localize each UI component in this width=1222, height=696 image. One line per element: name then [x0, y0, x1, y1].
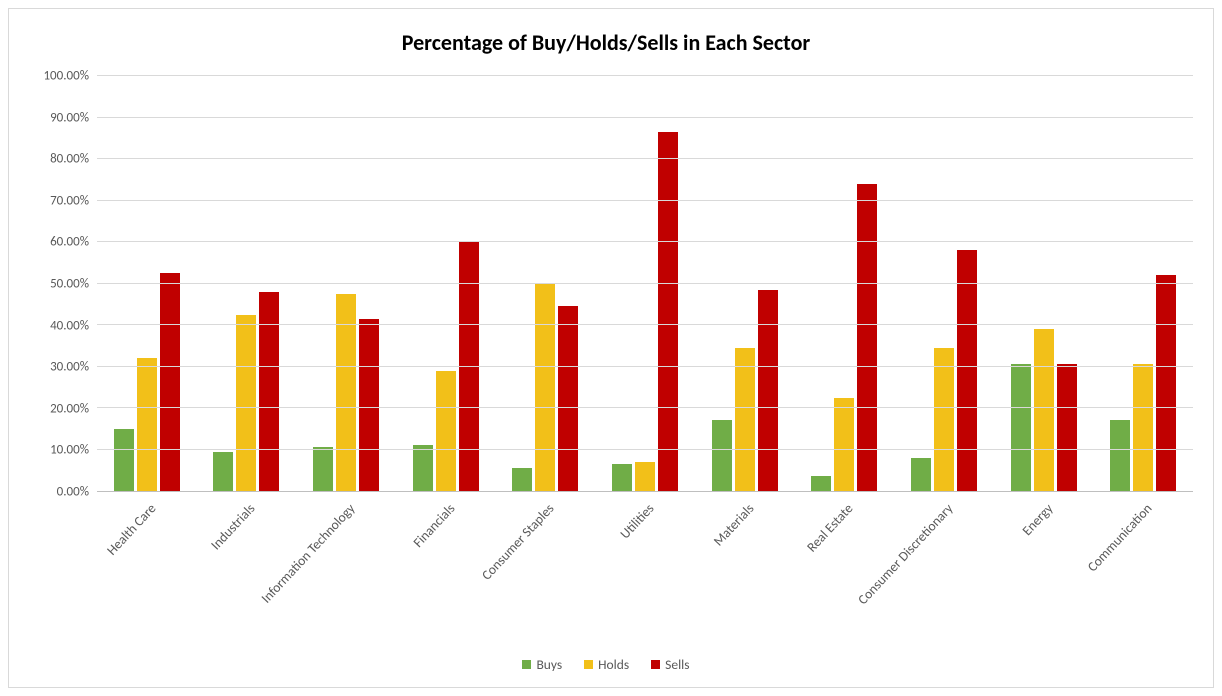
chart-container: Percentage of Buy/Holds/Sells in Each Se…: [8, 8, 1214, 688]
y-axis: 0.00%10.00%20.00%30.00%40.00%50.00%60.00…: [19, 76, 97, 492]
bar-group: [197, 76, 297, 491]
bar-group: [794, 76, 894, 491]
x-tick-label: Energy: [1018, 500, 1056, 539]
bar: [558, 306, 578, 491]
plot-wrap: 0.00% 10.00% 20.00% 30.00% 40.00% 50.00% 60.00…: [19, 76, 1193, 677]
chart-title: Percentage of Buy/Holds/Sells in Each Se…: [19, 29, 1193, 56]
bar-group: [97, 76, 197, 491]
bar-group: [994, 76, 1094, 491]
bar: [1034, 329, 1054, 491]
bar: [911, 458, 931, 491]
y-tick-label: 80.00%: [50, 152, 89, 167]
bar: [834, 398, 854, 491]
x-tick: Information Technology: [296, 492, 396, 652]
legend-label: Sells: [665, 656, 689, 673]
bar: [436, 371, 456, 491]
bar: [160, 273, 180, 491]
legend-swatch: [522, 660, 531, 669]
bar: [1110, 420, 1130, 491]
bars-layer: [97, 76, 1193, 491]
y-tick-label: 0.00%: [57, 485, 89, 500]
legend-label: Holds: [598, 656, 629, 673]
bar-group: [396, 76, 496, 491]
x-tick-label: Industrials: [208, 500, 259, 553]
bar: [857, 184, 877, 491]
gridline: [97, 200, 1193, 201]
gridline: [97, 75, 1193, 76]
gridline: [97, 158, 1193, 159]
bar-group: [695, 76, 795, 491]
gridline: [97, 324, 1193, 325]
x-tick: Utilities: [595, 492, 695, 652]
x-tick-label: Health Care: [103, 500, 159, 559]
bar: [413, 445, 433, 491]
legend-swatch: [584, 660, 593, 669]
bar: [259, 292, 279, 491]
gridline: [97, 283, 1193, 284]
bar: [934, 348, 954, 491]
gridline: [97, 117, 1193, 118]
x-tick-label: Financials: [409, 500, 458, 551]
x-tick-label: Materials: [709, 500, 757, 549]
gridline: [97, 241, 1193, 242]
y-tick-label: 50.00%: [50, 277, 89, 292]
y-tick-label: 70.00%: [50, 193, 89, 208]
legend-item: Holds: [584, 656, 629, 673]
bar-group: [1093, 76, 1193, 491]
x-tick-label: Real Estate: [803, 500, 856, 555]
bar: [459, 242, 479, 491]
x-tick: Materials: [695, 492, 795, 652]
legend-item: Buys: [522, 656, 562, 673]
bar-group: [296, 76, 396, 491]
bar: [1011, 364, 1031, 491]
gridline: [97, 407, 1193, 408]
bar: [512, 468, 532, 491]
y-tick-label: 30.00%: [50, 360, 89, 375]
y-tick-label: 90.00%: [50, 110, 89, 125]
gridline: [97, 449, 1193, 450]
bar: [535, 284, 555, 492]
bar: [758, 290, 778, 491]
y-tick-label: 20.00%: [50, 401, 89, 416]
plot-area: [97, 76, 1193, 492]
y-tick-label: 40.00%: [50, 318, 89, 333]
bar: [236, 315, 256, 491]
bar-group: [894, 76, 994, 491]
bar: [735, 348, 755, 491]
bar: [1057, 364, 1077, 491]
bar: [1156, 275, 1176, 491]
bar: [313, 447, 333, 491]
bar: [612, 464, 632, 491]
x-axis: Health Care Industrials Information Techno…: [97, 492, 1193, 652]
bar: [712, 420, 732, 491]
bar: [213, 452, 233, 491]
x-tick-label: Utilities: [616, 500, 657, 542]
bar-group: [595, 76, 695, 491]
legend: Buys Holds Sells: [19, 656, 1193, 677]
x-tick: Consumer Discretionary: [894, 492, 994, 652]
bar-group: [496, 76, 596, 491]
x-tick: Communication: [1093, 492, 1193, 652]
bar: [359, 319, 379, 491]
x-tick: Health Care: [97, 492, 197, 652]
bar: [635, 462, 655, 491]
x-tick-label: Communication: [1084, 500, 1156, 575]
bar: [137, 358, 157, 491]
gridline: [97, 366, 1193, 367]
legend-swatch: [651, 660, 660, 669]
y-tick-label: 10.00%: [50, 443, 89, 458]
x-tick: Energy: [994, 492, 1094, 652]
legend-label: Buys: [536, 656, 562, 673]
x-tick: Consumer Staples: [496, 492, 596, 652]
bar: [811, 476, 831, 491]
legend-item: Sells: [651, 656, 689, 673]
y-tick-label: 60.00%: [50, 235, 89, 250]
bar: [957, 250, 977, 491]
y-tick-label: 100.00%: [43, 69, 89, 84]
bar: [1133, 364, 1153, 491]
bar: [114, 429, 134, 491]
bar: [658, 132, 678, 491]
plot-row: 0.00%10.00%20.00%30.00%40.00%50.00%60.00…: [19, 76, 1193, 492]
